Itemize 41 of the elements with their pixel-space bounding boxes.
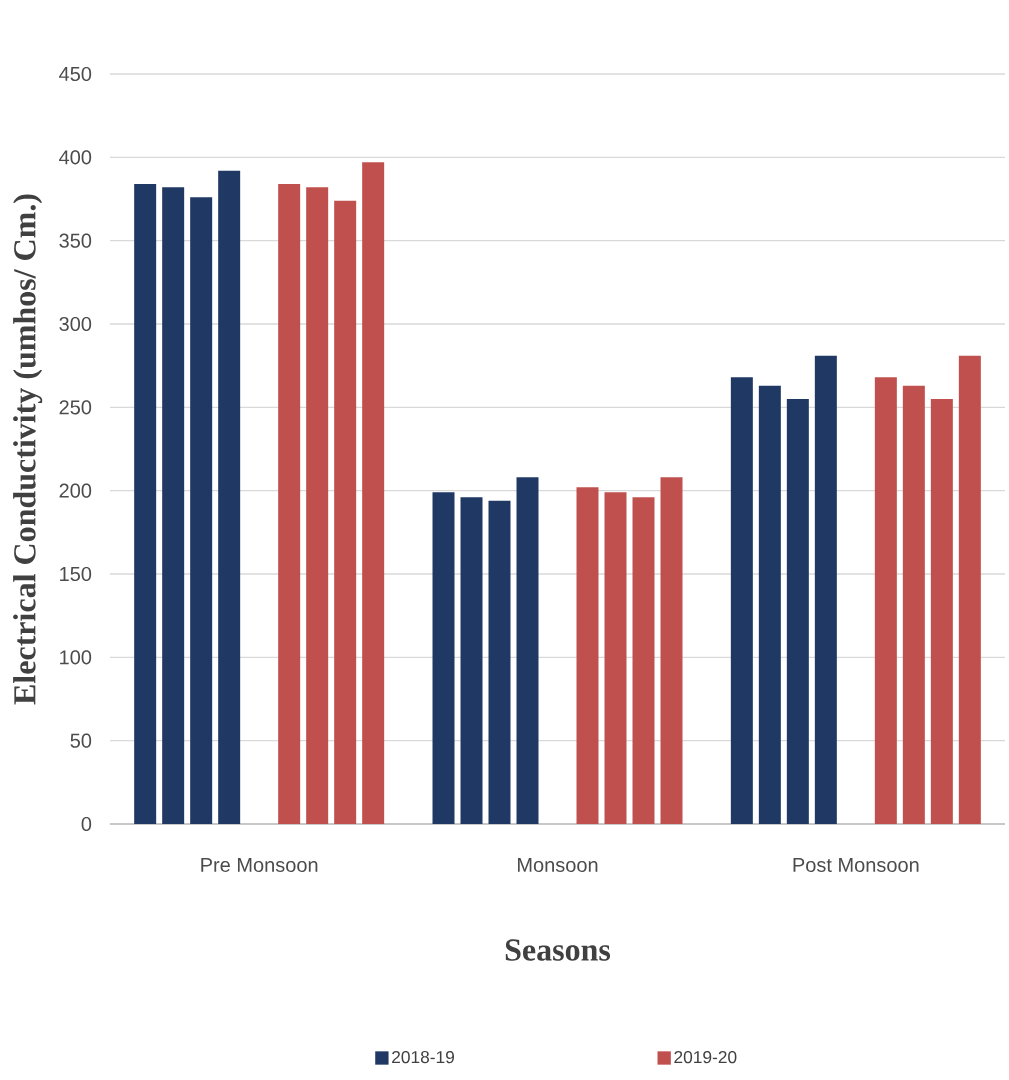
bar	[190, 197, 213, 824]
y-tick-label: 200	[59, 483, 92, 498]
bar	[432, 492, 455, 824]
bar	[162, 187, 185, 824]
bar	[786, 398, 809, 824]
bar	[902, 385, 925, 824]
bar	[460, 497, 483, 824]
y-tick-label: 400	[59, 150, 92, 165]
bar	[576, 487, 599, 824]
bar	[218, 170, 241, 824]
bar	[758, 385, 781, 824]
bar	[660, 477, 683, 824]
bar	[516, 477, 539, 824]
y-tick-label: 450	[59, 66, 92, 82]
bar	[306, 187, 329, 824]
y-tick-label: 150	[60, 566, 92, 582]
legend-label: 2019-20	[674, 1050, 737, 1064]
bar	[604, 492, 627, 824]
x-tick-label: Post Monsoon	[793, 858, 919, 872]
bar	[134, 183, 157, 824]
bar	[362, 162, 385, 824]
y-tick-label: 350	[59, 233, 92, 248]
x-tick-label: Monsoon	[518, 858, 598, 872]
y-axis-title: Electrical Conductivity (umhos/ Cm.)	[13, 194, 43, 705]
bar	[814, 355, 837, 824]
x-axis-title: Seasons	[505, 939, 611, 961]
bar	[958, 355, 981, 824]
bar	[730, 377, 753, 824]
bar	[278, 183, 301, 824]
legend-label: 2018-19	[392, 1050, 455, 1064]
bar	[930, 398, 953, 824]
bar	[632, 497, 655, 824]
bar	[874, 377, 897, 824]
y-tick-label: 50	[70, 733, 92, 748]
y-tick-label: 100	[60, 650, 92, 665]
x-tick-label: Pre Monsoon	[201, 858, 318, 872]
y-tick-label: 250	[59, 400, 92, 415]
y-tick-label: 0	[81, 816, 92, 832]
y-tick-label: 300	[59, 316, 92, 332]
bar	[334, 200, 357, 824]
bar	[488, 500, 511, 824]
